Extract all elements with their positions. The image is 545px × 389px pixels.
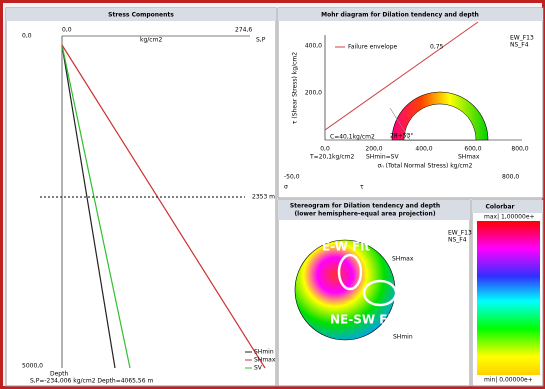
sv-line — [61, 44, 131, 369]
y-label: τ (Shear Stress) kg/cm2 — [292, 52, 299, 124]
title-bar — [472, 200, 543, 213]
guide — [389, 107, 411, 141]
axis-label: SHmin — [393, 334, 413, 341]
stress-panel: Stress Components 0,0 0,0 kg/cm2 274,6 S… — [5, 7, 277, 387]
fault-label: E-W Flt — [322, 240, 370, 254]
annotation: SHmax — [458, 154, 480, 161]
y-tick: 400,0 — [305, 43, 322, 50]
x-end: S,P — [256, 37, 266, 44]
y-max: 5000,0 — [22, 363, 43, 370]
mohr-inner — [403, 103, 477, 141]
title-bar — [278, 200, 470, 220]
legend-entry: SHmin — [254, 349, 274, 356]
cluster-outline — [337, 253, 363, 291]
x-tick: 800,0 — [511, 146, 528, 153]
panel-title: Stress Components — [108, 12, 174, 19]
shmin-line — [61, 44, 116, 369]
status: S,P=-234,006 kg/cm2 Depth=4065,56 m — [30, 378, 153, 385]
legend-entry: NS_F4 — [448, 237, 467, 244]
mohr-panel: Mohr diagram for Dilation tendency and d… — [277, 7, 544, 199]
title-bar — [6, 8, 276, 21]
panel-title: Stereogram for Dilation tendency and dep… — [290, 203, 440, 210]
colorbar-panel: Colorbar max| 1,00000e+ min| 0,00000e+ — [471, 199, 544, 387]
x-tick: 600,0 — [464, 146, 481, 153]
y-label: Depth — [50, 371, 68, 378]
annotation: SHmin=SV — [366, 154, 399, 161]
legend-entry: NS_F4 — [510, 42, 529, 49]
x-label: σₙ (Total Normal Stress) kg/cm2 — [378, 163, 473, 170]
annotation: T=20,1kg/cm2 — [309, 154, 355, 161]
x-tick: 400,0 — [415, 146, 432, 153]
annotation: 28+53° — [390, 133, 413, 140]
legend-value: 0,75 — [430, 44, 444, 51]
footer: τ — [360, 184, 364, 191]
panel-title: Colorbar — [486, 204, 515, 211]
x-unit: kg/cm2 — [140, 37, 162, 44]
footer: σ — [284, 184, 288, 191]
fault-label: NE-SW Flt — [330, 313, 398, 327]
y-min: 0,0 — [22, 33, 32, 40]
x-tick: 200,0 — [365, 146, 382, 153]
depth-marker: 2353 m — [252, 194, 275, 201]
legend-entry: SHmax — [254, 357, 276, 364]
x-tick: 0,0 — [320, 146, 330, 153]
legend-entry: EW_F13 — [448, 230, 472, 237]
legend-entry: Failure envelope — [348, 44, 398, 51]
axis-label: SHmax — [392, 256, 414, 263]
footer: -50,0 — [284, 174, 300, 181]
stereo-panel: Stereogram for Dilation tendency and dep… — [277, 199, 472, 387]
panel-subtitle: (lower hemisphere-equal area projection) — [294, 211, 435, 218]
cluster-outline — [362, 279, 398, 307]
panel-title: Mohr diagram for Dilation tendency and d… — [321, 12, 479, 19]
colorbar-min: min| 0,00000e+ — [484, 377, 533, 384]
shmax-line — [61, 44, 266, 369]
failure-envelope — [324, 21, 479, 131]
y-tick: 200,0 — [305, 90, 322, 97]
x-min: 0,0 — [62, 27, 72, 34]
colorbar-max: max| 1,00000e+ — [484, 214, 535, 221]
annotation: C=40,1kg/cm2 — [330, 134, 375, 141]
footer: 800,0 — [502, 174, 519, 181]
colorbar — [477, 221, 540, 375]
x-max: 274,6 — [235, 27, 252, 34]
legend-entry: EW_F13 — [510, 35, 534, 42]
title-bar — [278, 8, 543, 21]
legend-entry: SV — [254, 365, 263, 372]
